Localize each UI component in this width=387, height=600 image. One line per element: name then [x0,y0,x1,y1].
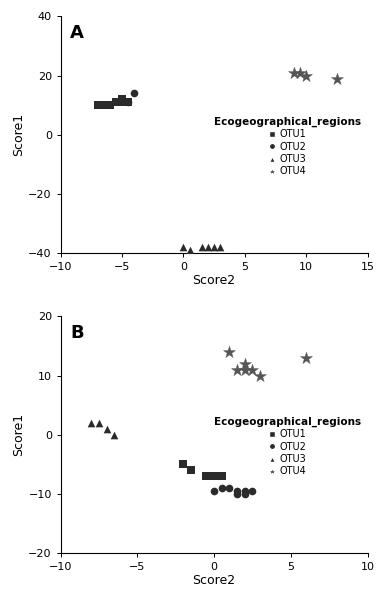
Point [180,242,187,251]
Point [131,88,137,98]
Point [242,486,248,496]
Point [249,486,255,496]
Y-axis label: Score1: Score1 [12,413,26,456]
Legend: OTU1, OTU2, OTU3, OTU4: OTU1, OTU2, OTU3, OTU4 [212,115,363,178]
Point [187,245,193,254]
Point [211,486,217,496]
Point [234,489,240,499]
Point [234,365,240,374]
Point [107,100,113,110]
Point [119,97,125,107]
Point [234,486,240,496]
Point [291,68,297,77]
Point [226,347,233,357]
Point [297,68,303,77]
Point [219,483,225,493]
Point [257,371,263,380]
Point [125,97,131,107]
Point [242,359,248,368]
Point [242,365,248,374]
Text: B: B [70,323,84,341]
Point [204,471,210,481]
Point [226,483,233,493]
X-axis label: Score2: Score2 [193,575,236,587]
Point [113,97,119,107]
Point [94,100,101,110]
Point [125,97,131,107]
Point [211,471,217,481]
Point [205,242,211,251]
Point [88,418,94,428]
Point [111,430,118,439]
Point [101,100,107,110]
Point [119,94,125,104]
Point [303,71,309,80]
Point [217,242,223,251]
Point [113,97,119,107]
Point [249,365,255,374]
X-axis label: Score2: Score2 [193,274,236,287]
Point [104,424,110,433]
Legend: OTU1, OTU2, OTU3, OTU4: OTU1, OTU2, OTU3, OTU4 [212,415,363,478]
Point [303,353,309,362]
Point [188,465,194,475]
Point [199,242,205,251]
Point [219,471,225,481]
Y-axis label: Score1: Score1 [12,113,26,156]
Text: A: A [70,23,84,41]
Point [180,460,187,469]
Point [242,489,248,499]
Point [334,74,340,83]
Point [96,418,102,428]
Point [211,242,217,251]
